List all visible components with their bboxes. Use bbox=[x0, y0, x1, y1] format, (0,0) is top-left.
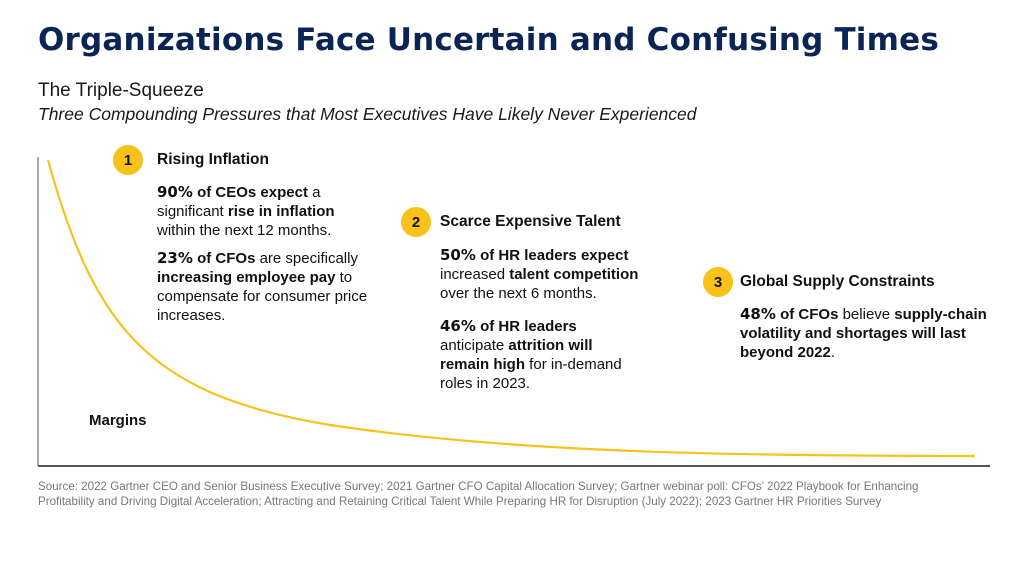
source-note: Source: 2022 Gartner CEO and Senior Busi… bbox=[38, 480, 919, 508]
stat-value: 90% bbox=[157, 183, 193, 201]
pressure-1-paragraph-1: 90% of CEOs expect a significant rise in… bbox=[157, 183, 335, 239]
subtitle-italic: Three Compounding Pressures that Most Ex… bbox=[38, 104, 697, 124]
margins-curve bbox=[46, 159, 976, 458]
pressure-2-number-badge: 2 bbox=[401, 207, 431, 237]
pressure-2-paragraph-1: 50% of HR leaders expect increased talen… bbox=[440, 246, 639, 302]
stat-value: 46% bbox=[440, 317, 476, 335]
page-title: Organizations Face Uncertain and Confusi… bbox=[38, 22, 940, 58]
pressure-1-title: Rising Inflation bbox=[157, 151, 269, 168]
subtitle: The Triple-Squeeze bbox=[38, 80, 204, 101]
stat-value: 48% bbox=[740, 305, 776, 323]
stat-value: 50% bbox=[440, 246, 476, 264]
pressure-3-number-badge: 3 bbox=[703, 267, 733, 297]
pressure-2-paragraph-2: 46% of HR leaders anticipate attrition w… bbox=[440, 317, 622, 392]
pressure-3-paragraph-1: 48% of CFOs believe supply-chain volatil… bbox=[740, 305, 987, 361]
margins-label: Margins bbox=[89, 412, 147, 429]
stat-value: 23% bbox=[157, 249, 193, 267]
pressure-2-title: Scarce Expensive Talent bbox=[440, 213, 621, 230]
pressure-1-number-badge: 1 bbox=[113, 145, 143, 175]
pressure-3-title: Global Supply Constraints bbox=[740, 273, 935, 290]
pressure-1-paragraph-2: 23% of CFOs are specifically increasing … bbox=[157, 249, 368, 324]
